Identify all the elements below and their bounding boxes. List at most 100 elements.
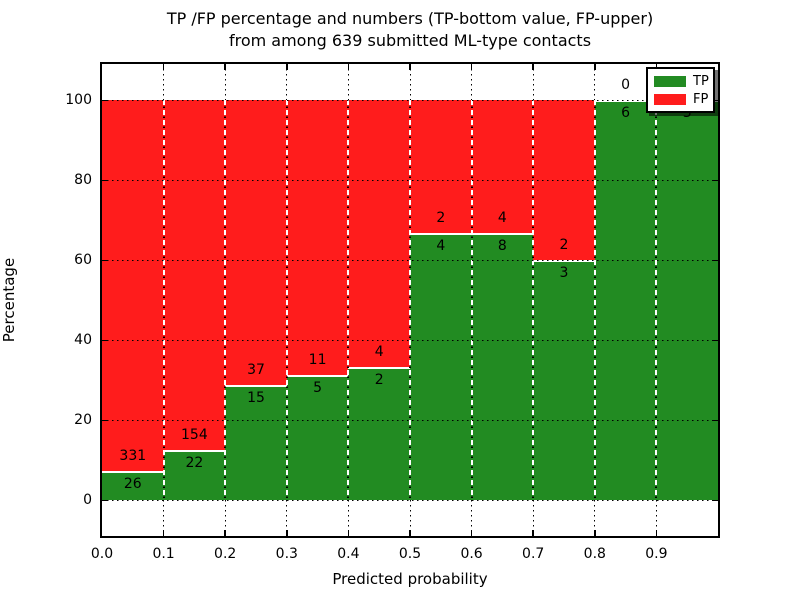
h-gridline <box>102 100 718 101</box>
v-gridline <box>532 500 534 536</box>
v-gridline <box>409 64 411 100</box>
bar-segment-fp <box>471 100 534 234</box>
bar-label-fp: 37 <box>247 361 265 378</box>
legend-entry-fp: FP <box>654 91 709 107</box>
bar-segment-tp <box>225 384 287 500</box>
chart-title-line2: from among 639 submitted ML-type contact… <box>228 31 592 50</box>
y-tick-label: 100 <box>65 92 92 108</box>
bar-segment-fp <box>163 100 226 450</box>
bar-segment-fp <box>102 100 164 471</box>
x-tick-label: 0.2 <box>214 546 237 562</box>
bar-label-fp: 2 <box>559 237 569 253</box>
bar-segment-tp <box>102 470 164 500</box>
x-tick-label: 0.7 <box>522 546 545 562</box>
x-tick-label: 0.5 <box>398 546 422 562</box>
y-tick-mark <box>712 259 718 261</box>
y-tick-mark <box>102 339 108 341</box>
x-tick-mark <box>224 64 226 70</box>
y-tick-mark <box>102 499 108 501</box>
legend-entry-tp: TP <box>654 75 709 88</box>
y-tick-mark <box>102 419 108 421</box>
bar-segment-fp <box>225 100 287 385</box>
h-gridline <box>102 340 718 341</box>
x-tick-mark <box>470 530 473 536</box>
v-gridline <box>347 500 349 536</box>
v-gridline <box>347 64 349 100</box>
bar-label-fp: 4 <box>374 343 384 360</box>
bar-label-tp: 3 <box>559 265 569 281</box>
bar-label-fp: 11 <box>308 352 327 368</box>
fp-color-swatch <box>654 93 686 105</box>
bar-segment-tp <box>656 100 718 500</box>
x-tick-mark <box>162 530 165 536</box>
x-tick-mark <box>532 530 534 536</box>
y-tick-mark <box>712 179 718 181</box>
y-tick-mark <box>102 99 108 101</box>
bin-separator <box>655 100 658 500</box>
h-gridline <box>102 260 718 261</box>
bar-label-tp: 5 <box>313 380 323 396</box>
x-tick-label: 0.4 <box>337 546 360 562</box>
legend-label-fp: FP <box>693 91 709 107</box>
x-tick-mark <box>655 530 658 536</box>
x-tick-label: 0.3 <box>275 546 298 562</box>
bin-separator <box>593 100 596 500</box>
chart-title-line1: TP /FP percentage and numbers (TP-bottom… <box>166 9 654 28</box>
v-gridline <box>224 64 226 100</box>
bin-separator <box>162 100 165 500</box>
v-gridline <box>163 500 165 536</box>
y-tick-label: 20 <box>74 412 92 428</box>
bar-label-tp: 4 <box>436 238 446 255</box>
v-gridline <box>224 500 226 536</box>
bin-separator <box>347 100 350 500</box>
bar-label-fp: 0 <box>621 77 631 93</box>
x-tick-mark <box>286 64 288 70</box>
x-tick-mark <box>594 530 596 536</box>
bar-label-tp: 22 <box>185 455 204 471</box>
y-tick-label: 0 <box>83 492 92 508</box>
bin-separator <box>224 100 227 500</box>
plot-canvas: TP FP 33126154223715115422448230603 <box>102 64 718 536</box>
bar-label-fp: 154 <box>181 427 208 443</box>
bar-label-tp: 6 <box>621 105 631 121</box>
h-gridline <box>102 180 718 181</box>
bar-segment-tp <box>533 260 595 500</box>
y-tick-mark <box>102 259 108 261</box>
x-tick-mark <box>409 64 411 70</box>
bar-label-tp: 3 <box>682 105 692 121</box>
bar-segment-fp <box>286 100 349 375</box>
v-gridline <box>594 500 596 536</box>
bar-label-fp: 331 <box>119 447 147 464</box>
bar-segment-fp <box>410 100 472 234</box>
y-tick-label: 40 <box>74 332 92 348</box>
x-tick-mark <box>162 64 165 70</box>
bar-label-fp: 4 <box>497 210 507 227</box>
h-gridline <box>102 500 718 501</box>
bar-segment-tp <box>594 100 657 500</box>
v-gridline <box>532 64 534 100</box>
h-gridline <box>102 420 718 421</box>
x-tick-label: 0.9 <box>645 546 668 562</box>
v-gridline <box>286 64 288 100</box>
bar-segment-fp <box>348 100 410 367</box>
x-tick-label: 0.0 <box>90 546 114 562</box>
bar-label-tp: 2 <box>374 371 384 388</box>
bin-separator <box>532 100 535 500</box>
v-gridline <box>471 64 473 100</box>
v-gridline <box>655 500 657 536</box>
y-tick-label: 80 <box>74 172 92 188</box>
bar-label-tp: 26 <box>123 475 142 492</box>
x-axis-label: Predicted probability <box>332 570 488 588</box>
bar-segment-tp <box>348 366 410 500</box>
y-tick-mark <box>712 419 718 421</box>
x-tick-label: 0.6 <box>460 546 483 562</box>
plot-area: TP FP 33126154223715115422448230603 <box>100 62 720 538</box>
bar-segment-tp <box>471 233 534 500</box>
bin-separator <box>470 100 473 500</box>
x-tick-mark <box>532 64 534 70</box>
v-gridline <box>594 64 596 100</box>
v-gridline <box>409 500 411 536</box>
legend: TP FP <box>646 67 715 113</box>
v-gridline <box>286 500 288 536</box>
